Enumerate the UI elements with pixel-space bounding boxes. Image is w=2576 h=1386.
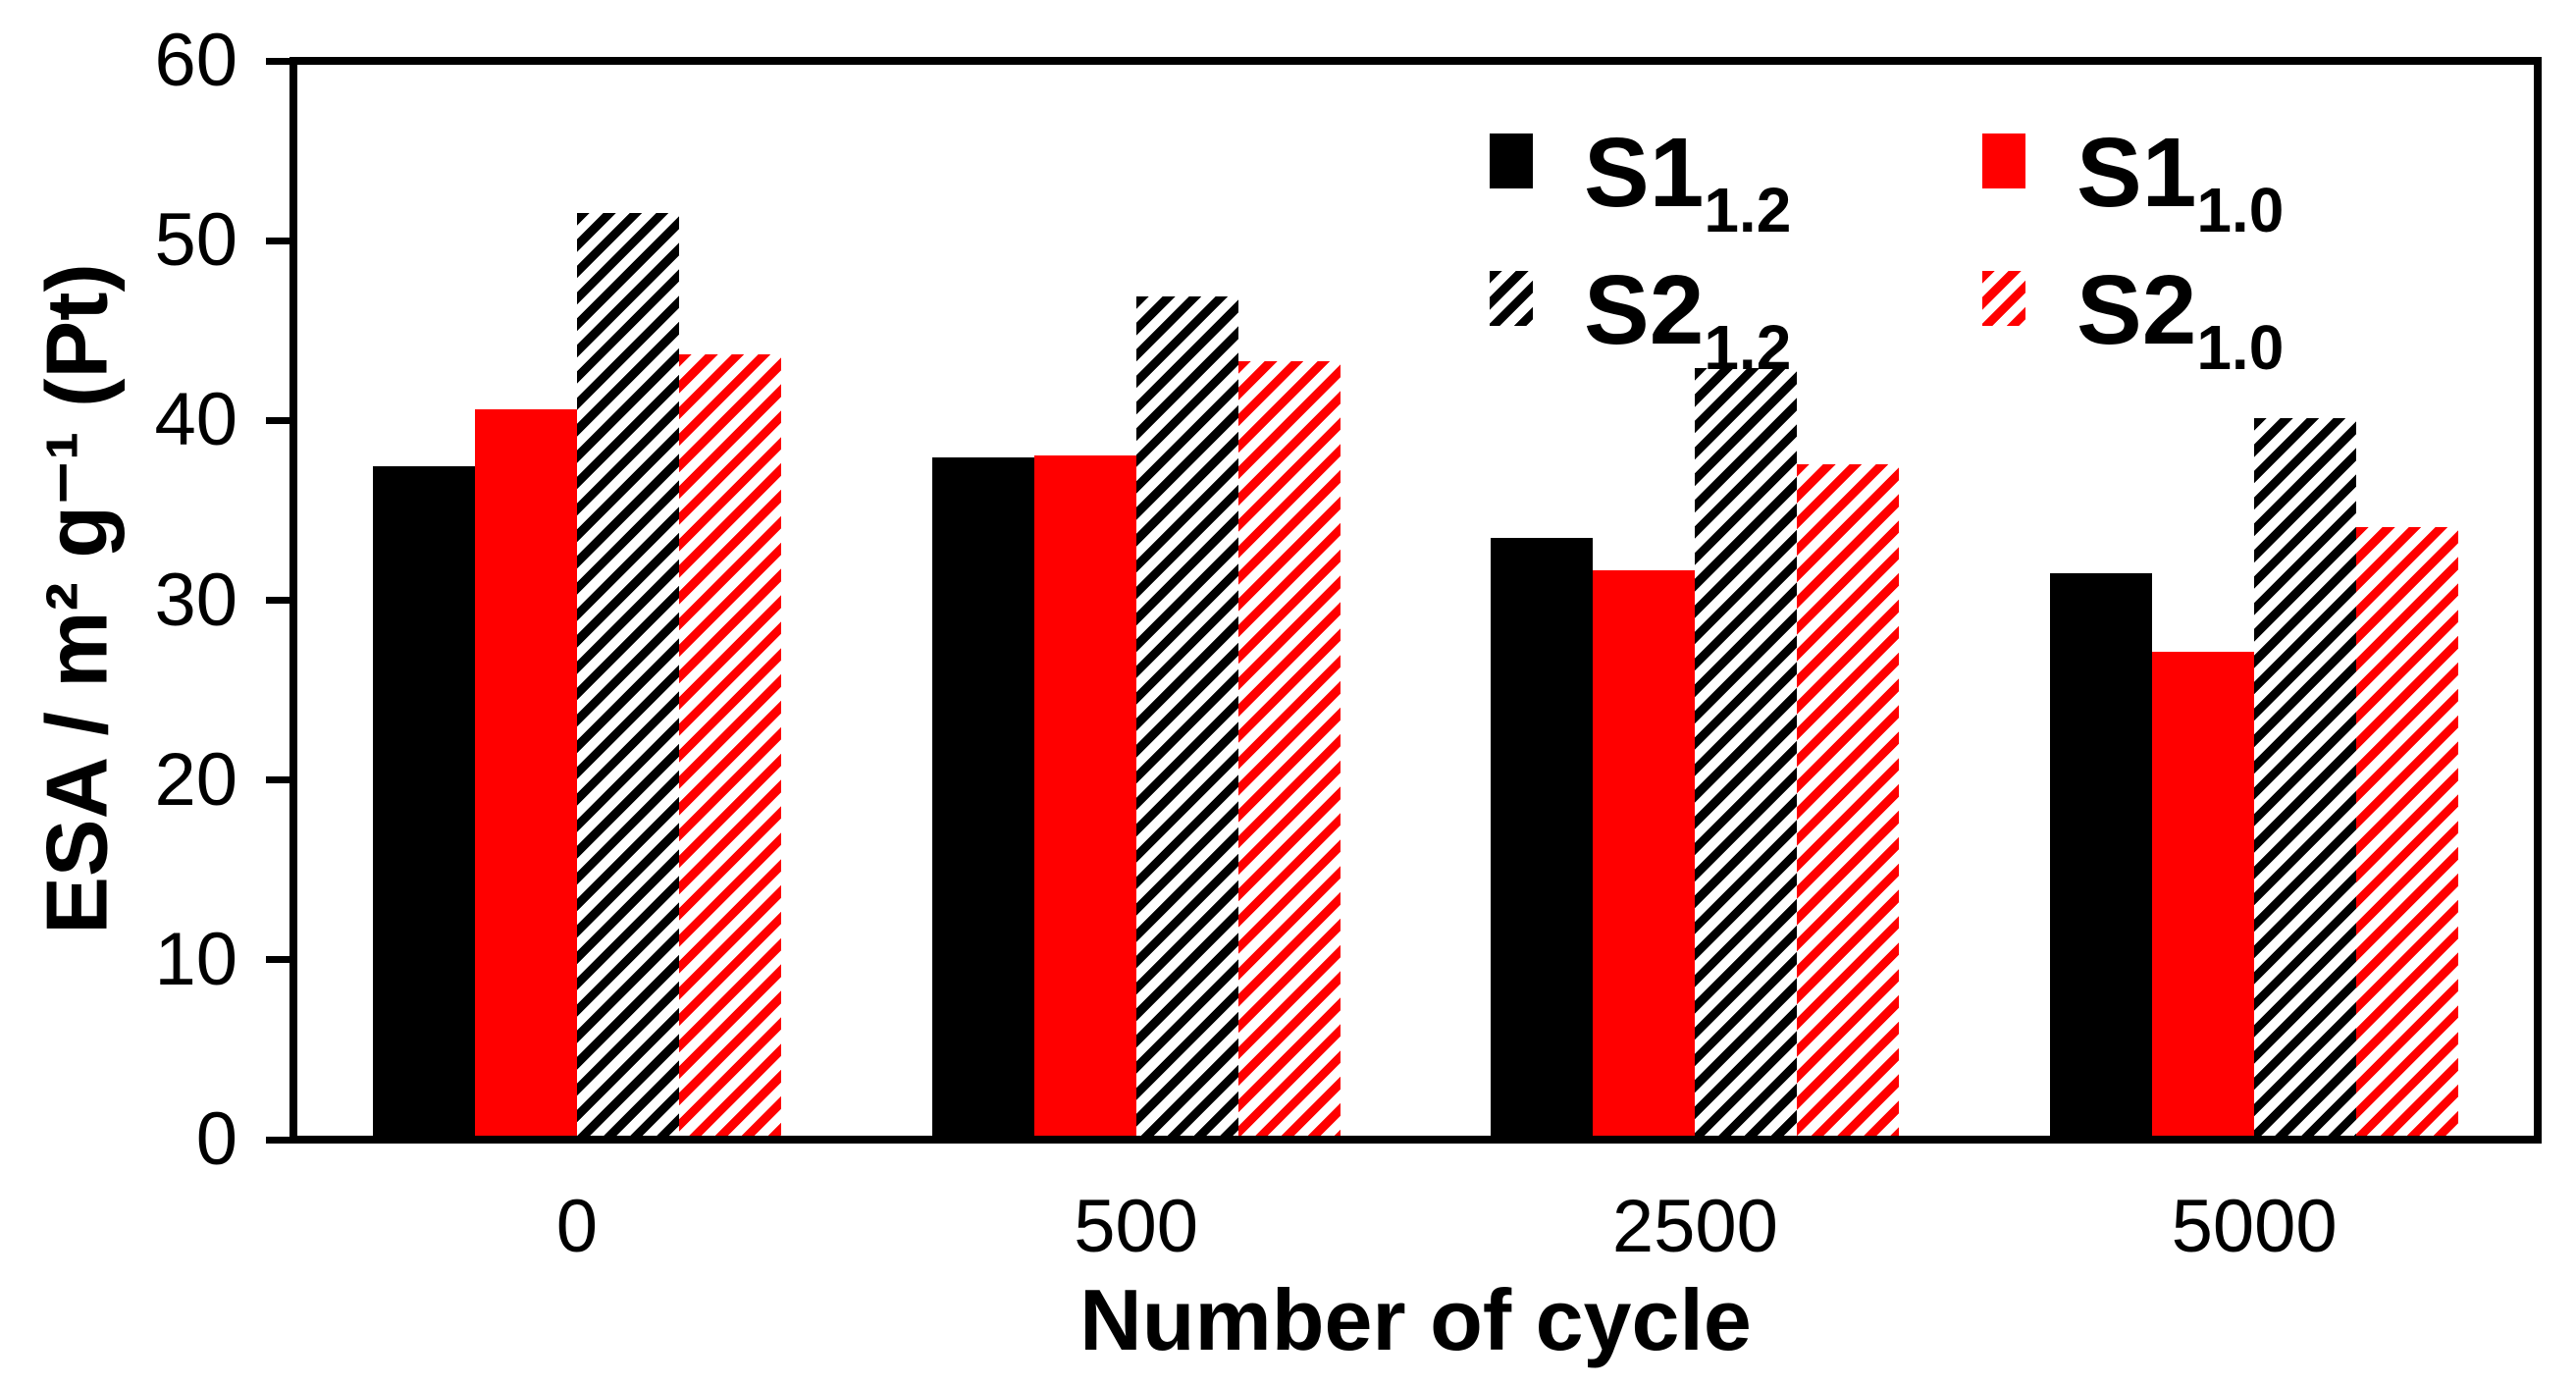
legend-swatch-S1_1.2 bbox=[1490, 133, 1533, 188]
legend-item-S1_1.2: S11.2 bbox=[1490, 118, 1792, 245]
legend-item-S2_1.2: S21.2 bbox=[1490, 255, 1792, 383]
legend-label-S2_1.0: S21.0 bbox=[2077, 255, 2285, 383]
y-tick bbox=[266, 57, 289, 65]
y-tick-label: 0 bbox=[195, 1097, 237, 1181]
bar-S1_1.2-cycle-2500 bbox=[1491, 537, 1594, 1136]
bar-S2_1.2-cycle-500 bbox=[1135, 296, 1238, 1136]
bar-S1_1.0-cycle-5000 bbox=[2152, 652, 2255, 1136]
bar-S1_1.0-cycle-500 bbox=[1033, 455, 1136, 1136]
y-tick bbox=[266, 956, 289, 964]
y-tick-label: 10 bbox=[154, 917, 237, 1001]
legend-swatch-S1_1.0 bbox=[1982, 133, 2025, 188]
legend-item-S1_1.0: S11.0 bbox=[1982, 118, 2285, 245]
bar-S2_1.0-cycle-0 bbox=[678, 353, 781, 1136]
x-tick-label: 5000 bbox=[2171, 1185, 2338, 1268]
y-tick bbox=[266, 776, 289, 784]
y-tick bbox=[266, 597, 289, 604]
bar-S2_1.0-cycle-2500 bbox=[1797, 464, 1900, 1136]
bar-S2_1.2-cycle-0 bbox=[576, 212, 679, 1136]
bar-S2_1.2-cycle-5000 bbox=[2254, 418, 2357, 1136]
legend-label-S1_1.2: S11.2 bbox=[1584, 118, 1792, 245]
x-tick-label: 2500 bbox=[1611, 1185, 1778, 1268]
legend-item-S2_1.0: S21.0 bbox=[1982, 255, 2285, 383]
y-tick bbox=[266, 1136, 289, 1144]
y-tick-label: 30 bbox=[154, 558, 237, 642]
y-tick-label: 40 bbox=[154, 378, 237, 462]
legend-label-S2_1.2: S21.2 bbox=[1584, 255, 1792, 383]
x-tick-label: 500 bbox=[1074, 1185, 1199, 1268]
y-tick-label: 20 bbox=[154, 737, 237, 822]
legend-swatch-S2_1.0 bbox=[1982, 271, 2025, 326]
bar-S1_1.2-cycle-5000 bbox=[2050, 573, 2153, 1136]
bar-S2_1.0-cycle-500 bbox=[1237, 360, 1341, 1136]
x-tick-label: 0 bbox=[555, 1185, 599, 1268]
y-tick-label: 60 bbox=[154, 19, 237, 102]
bar-S1_1.0-cycle-0 bbox=[474, 408, 577, 1136]
y-tick bbox=[266, 237, 289, 244]
legend-label-S1_1.0: S11.0 bbox=[2077, 118, 2285, 245]
bar-S2_1.0-cycle-5000 bbox=[2356, 526, 2459, 1136]
legend-swatch-S2_1.2 bbox=[1490, 271, 1533, 326]
y-tick bbox=[266, 416, 289, 424]
bar-S1_1.2-cycle-0 bbox=[372, 466, 475, 1136]
y-tick-label: 50 bbox=[154, 198, 237, 283]
x-axis-title: Number of cycle bbox=[1079, 1271, 1752, 1368]
bar-S1_1.0-cycle-2500 bbox=[1593, 569, 1696, 1136]
bar-S2_1.2-cycle-2500 bbox=[1695, 368, 1798, 1136]
bar-S1_1.2-cycle-500 bbox=[931, 457, 1034, 1136]
